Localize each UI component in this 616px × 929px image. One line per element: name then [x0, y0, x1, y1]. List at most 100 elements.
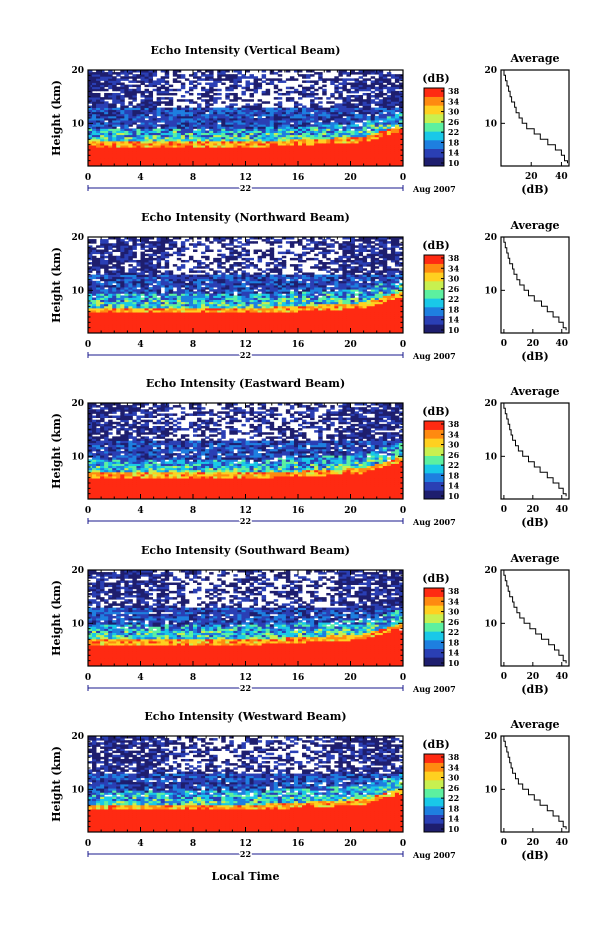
heatmap-cell — [249, 140, 254, 144]
heatmap-cell — [366, 84, 372, 88]
heatmap-cell — [88, 118, 93, 121]
heatmap-cell — [184, 115, 190, 119]
heatmap-cell — [209, 72, 214, 75]
heatmap-cell — [136, 88, 141, 92]
heatmap-cell — [164, 82, 170, 86]
heatmap-cell — [112, 86, 117, 90]
heatmap-cell — [217, 253, 222, 257]
heatmap-cell — [172, 115, 178, 119]
heatmap-cell — [176, 130, 182, 134]
heatmap-cell — [233, 115, 238, 119]
heatmap-cell — [92, 97, 97, 100]
heatmap-cell — [233, 245, 238, 248]
heatmap-cell — [225, 159, 230, 163]
heatmap-cell — [197, 97, 202, 100]
heatmap-cell — [221, 118, 226, 121]
heatmap-cell — [148, 115, 154, 119]
heatmap-cell — [116, 113, 121, 117]
heatmap-cell — [382, 113, 388, 117]
heatmap-cell — [217, 143, 222, 146]
heatmap-cell — [180, 128, 186, 131]
heatmap-cell — [112, 138, 117, 142]
heatmap-cell — [152, 109, 158, 113]
heatmap-cell — [241, 151, 246, 154]
heatmap-cell — [261, 151, 267, 154]
heatmap-cell — [104, 157, 109, 161]
heatmap-cell — [108, 105, 113, 108]
heatmap-cell — [193, 163, 198, 167]
heatmap-cell — [144, 128, 149, 131]
heatmap-cell — [180, 163, 186, 167]
heatmap-cell — [265, 138, 271, 142]
heatmap-cell — [136, 80, 141, 83]
heatmap-cell — [88, 72, 93, 75]
heatmap-cell — [217, 88, 222, 92]
heatmap-cell — [257, 120, 263, 123]
heatmap-cell — [249, 130, 254, 134]
heatmap-cell — [176, 70, 182, 73]
heatmap-cell — [88, 239, 93, 242]
heatmap-cell — [265, 101, 271, 104]
heatmap-cell — [104, 147, 109, 150]
heatmap-cell — [112, 109, 117, 113]
heatmap-cell — [188, 126, 194, 129]
heatmap-cell — [338, 78, 343, 81]
heatmap-cell — [156, 157, 162, 161]
heatmap-cell — [92, 255, 97, 259]
heatmap-cell — [209, 130, 214, 134]
heatmap-cell — [233, 95, 238, 98]
heatmap-cell — [225, 151, 230, 154]
heatmap-cell — [217, 113, 222, 117]
heatmap-cell — [112, 155, 117, 159]
heatmap-cell — [225, 145, 230, 148]
heatmap-cell — [213, 113, 218, 117]
colorbar-tick-label: 34 — [448, 96, 460, 106]
heatmap-cell — [265, 126, 271, 129]
heatmap-cell — [201, 153, 206, 156]
heatmap-cell — [209, 262, 214, 265]
heatmap-cell — [265, 272, 271, 275]
heatmap-cell — [197, 140, 202, 144]
heatmap-cell — [156, 151, 162, 154]
heatmap-cell — [281, 295, 287, 298]
heatmap-cell — [225, 111, 230, 115]
heatmap-cell — [184, 151, 190, 154]
heatmap-cell — [96, 147, 101, 150]
heatmap-cell — [136, 136, 141, 140]
heatmap-cell — [104, 239, 109, 242]
heatmap-cell — [104, 155, 109, 159]
heatmap-cell — [213, 147, 218, 150]
heatmap-cell — [382, 74, 388, 77]
heatmap-cell — [225, 136, 230, 140]
heatmap-cell — [184, 138, 190, 142]
heatmap-cell — [96, 257, 101, 261]
heatmap-cell — [285, 241, 291, 244]
heatmap-cell — [229, 86, 234, 90]
heatmap-cell — [164, 120, 170, 123]
heatmap-cell — [164, 130, 170, 134]
heatmap-cell — [168, 111, 174, 115]
heatmap-cell — [128, 122, 133, 125]
heatmap-cell — [233, 76, 238, 79]
average-x-tick-label: 40 — [555, 172, 568, 182]
heatmap-cell — [374, 107, 380, 111]
heatmap-cell — [358, 107, 364, 111]
heatmap-cell — [241, 157, 246, 161]
heatmap-cell — [148, 147, 154, 150]
heatmap-cell — [241, 253, 246, 257]
heatmap-cell — [233, 113, 238, 117]
heatmap-cell — [285, 274, 291, 278]
heatmap-cell — [229, 126, 234, 129]
heatmap-cell — [144, 115, 149, 119]
heatmap-cell — [205, 264, 210, 267]
heatmap-cell — [265, 136, 271, 140]
heatmap-cell — [245, 287, 250, 290]
heatmap-cell — [144, 253, 149, 257]
heatmap-cell — [217, 78, 222, 81]
heatmap-cell — [201, 157, 206, 161]
heatmap-cell — [306, 86, 311, 90]
heatmap-cell — [96, 109, 101, 113]
heatmap-cell — [92, 76, 97, 79]
heatmap-cell — [180, 118, 186, 121]
heatmap-cell — [112, 157, 117, 161]
